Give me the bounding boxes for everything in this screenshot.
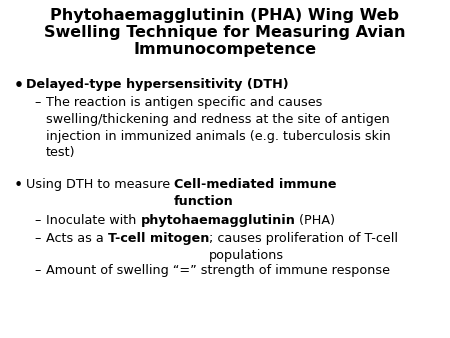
Text: ; causes proliferation of T-cell
populations: ; causes proliferation of T-cell populat… xyxy=(209,232,398,262)
Text: phytohaemagglutinin: phytohaemagglutinin xyxy=(140,214,295,227)
Text: –: – xyxy=(34,96,40,109)
Text: Delayed-type hypersensitivity (DTH): Delayed-type hypersensitivity (DTH) xyxy=(26,78,288,91)
Text: Amount of swelling “=” strength of immune response: Amount of swelling “=” strength of immun… xyxy=(46,264,390,277)
Text: Acts as a: Acts as a xyxy=(46,232,108,245)
Text: The reaction is antigen specific and causes
swelling/thickening and redness at t: The reaction is antigen specific and cau… xyxy=(46,96,391,160)
Text: (PHA): (PHA) xyxy=(295,214,335,227)
Text: Immunocompetence: Immunocompetence xyxy=(134,42,316,57)
Text: –: – xyxy=(34,264,40,277)
Text: •: • xyxy=(14,78,24,93)
Text: Phytohaemagglutinin (PHA) Wing Web: Phytohaemagglutinin (PHA) Wing Web xyxy=(50,8,400,23)
Text: •: • xyxy=(14,178,23,193)
Text: Cell-mediated immune
function: Cell-mediated immune function xyxy=(174,178,337,208)
Text: Using DTH to measure: Using DTH to measure xyxy=(26,178,174,191)
Text: T-cell mitogen: T-cell mitogen xyxy=(108,232,209,245)
Text: –: – xyxy=(34,232,40,245)
Text: Swelling Technique for Measuring Avian: Swelling Technique for Measuring Avian xyxy=(44,25,406,40)
Text: Inoculate with: Inoculate with xyxy=(46,214,140,227)
Text: –: – xyxy=(34,214,40,227)
